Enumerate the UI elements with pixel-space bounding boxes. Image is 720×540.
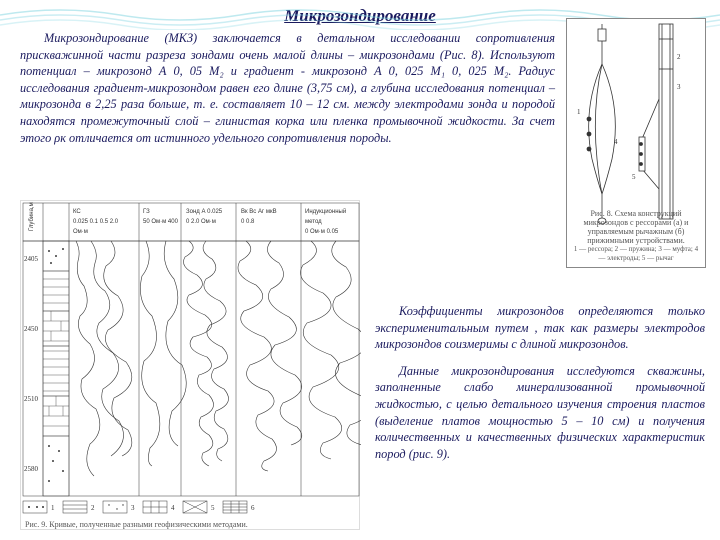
svg-text:1: 1 <box>51 504 55 512</box>
svg-text:Индукционный: Индукционный <box>305 208 346 215</box>
coefficients-paragraph: Коэффициенты микрозондов определяются то… <box>375 303 705 353</box>
svg-text:КС: КС <box>73 209 81 215</box>
usage-paragraph: Данные микрозондирования исследуются скв… <box>375 363 705 463</box>
svg-text:Ом·м: Ом·м <box>73 229 88 235</box>
svg-text:2580: 2580 <box>24 465 39 473</box>
svg-text:0 0.8: 0 0.8 <box>241 219 255 225</box>
svg-text:5: 5 <box>211 504 215 512</box>
right-column-text: Коэффициенты микрозондов определяются то… <box>375 303 705 472</box>
svg-text:50 Ом·м 400: 50 Ом·м 400 <box>143 219 179 225</box>
svg-text:5: 5 <box>632 173 636 181</box>
svg-text:2450: 2450 <box>24 325 39 333</box>
svg-text:6: 6 <box>251 504 255 512</box>
fig9-caption-inline: Рис. 9. Кривые, полученные разными геофи… <box>25 520 248 529</box>
svg-text:0 Ом·м 0.05: 0 Ом·м 0.05 <box>305 229 339 235</box>
svg-text:1: 1 <box>577 108 581 116</box>
svg-text:Глубина,м: Глубина,м <box>29 202 35 231</box>
figure-8-caption: Рис. 8. Схема конструкций микрозондов с … <box>571 210 701 263</box>
svg-text:2510: 2510 <box>24 395 39 403</box>
svg-text:3: 3 <box>131 504 135 512</box>
svg-text:0 2.0 Ом·м: 0 2.0 Ом·м <box>186 219 216 225</box>
svg-text:2: 2 <box>91 504 95 512</box>
figure-9-well-log: Глубина,м КС 0.025 0.1 0.5 2.0 Ом·м ГЗ 5… <box>20 200 360 530</box>
svg-text:Вк Вс Аг мкВ: Вк Вс Аг мкВ <box>241 209 277 215</box>
svg-text:3: 3 <box>677 83 681 91</box>
svg-text:метод: метод <box>305 219 322 225</box>
svg-text:2: 2 <box>677 53 681 61</box>
figure-8-probe-diagram: 1 4 2 3 5 Рис. 8. Схема конструкций микр… <box>566 18 706 268</box>
intro-paragraph: Микрозондирование (МКЗ) заключается в де… <box>20 30 555 146</box>
svg-text:2405: 2405 <box>24 255 39 263</box>
svg-text:0.025 0.1 0.5 2.0: 0.025 0.1 0.5 2.0 <box>73 219 119 225</box>
svg-text:Зонд А 0.025: Зонд А 0.025 <box>186 209 223 215</box>
svg-text:4: 4 <box>171 504 175 512</box>
svg-text:ГЗ: ГЗ <box>143 209 150 215</box>
svg-text:4: 4 <box>614 138 618 146</box>
intro-text: Микрозондирование (МКЗ) заключается в де… <box>20 30 555 146</box>
